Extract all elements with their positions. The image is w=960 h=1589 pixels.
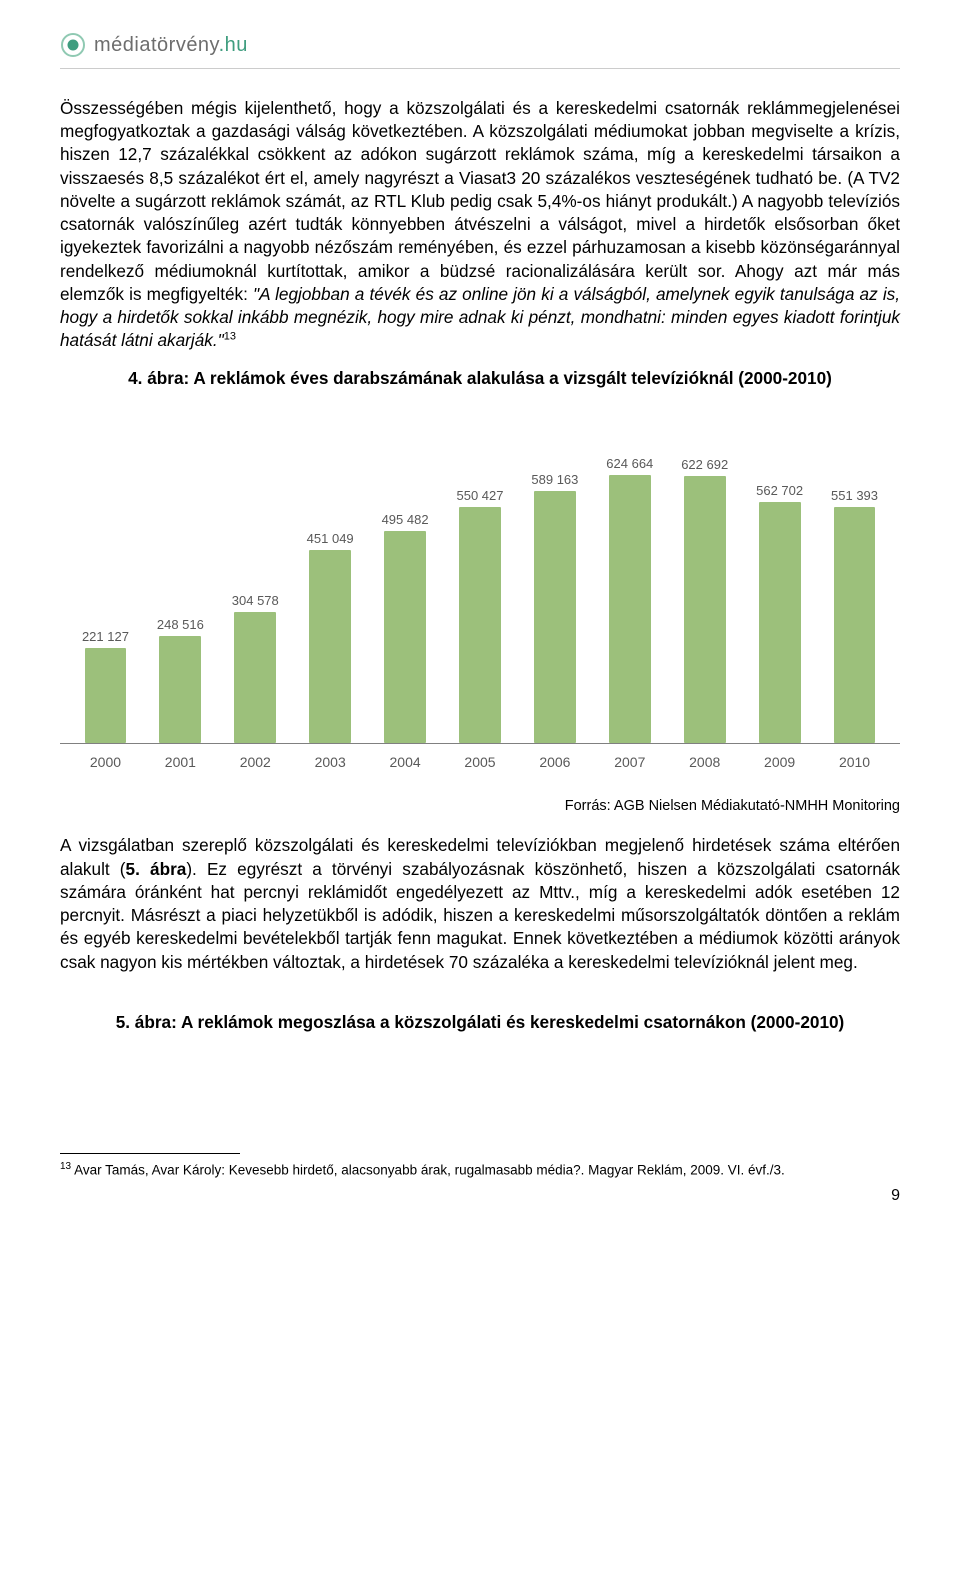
bar-value-label: 451 049 xyxy=(307,531,354,546)
bar-value-label: 589 163 xyxy=(531,472,578,487)
bar-value-label: 248 516 xyxy=(157,617,204,632)
para2-bold: 5. ábra xyxy=(126,859,187,879)
paragraph-1: Összességében mégis kijelenthető, hogy a… xyxy=(60,97,900,352)
bar-column: 562 702 xyxy=(746,483,814,743)
footnote: 13 Avar Tamás, Avar Károly: Kevesebb hir… xyxy=(60,1160,900,1179)
header: médiatörvény.hu xyxy=(60,20,900,69)
bar-value-label: 624 664 xyxy=(606,456,653,471)
bar-column: 221 127 xyxy=(72,629,140,743)
bar xyxy=(834,507,876,743)
paragraph-2: A vizsgálatban szereplő közszolgálati és… xyxy=(60,834,900,973)
logo-main: médiatörvény xyxy=(94,34,219,56)
bar-column: 589 163 xyxy=(521,472,589,743)
bar-chart: 221 127 248 516 304 578 451 049 495 482 550 4… xyxy=(60,403,900,743)
bar xyxy=(534,491,576,743)
bar xyxy=(684,476,726,743)
bar-column: 550 427 xyxy=(446,488,514,743)
bar-column: 551 393 xyxy=(821,488,889,743)
x-tick: 2006 xyxy=(521,754,589,770)
bar-column: 622 692 xyxy=(671,457,739,743)
x-tick: 2001 xyxy=(147,754,215,770)
logo-icon xyxy=(60,32,86,58)
logo-text: médiatörvény.hu xyxy=(94,34,248,57)
bar xyxy=(609,475,651,743)
figure5-title: 5. ábra: A reklámok megoszlása a közszol… xyxy=(60,1012,900,1033)
bar-column: 451 049 xyxy=(296,531,364,743)
chart-container: 221 127 248 516 304 578 451 049 495 482 550 4… xyxy=(60,403,900,770)
bar xyxy=(159,636,201,743)
para1-text: Összességében mégis kijelenthető, hogy a… xyxy=(60,98,900,304)
chart-source: Forrás: AGB Nielsen Médiakutató-NMHH Mon… xyxy=(60,798,900,814)
bar xyxy=(309,550,351,743)
x-tick: 2009 xyxy=(746,754,814,770)
x-tick: 2002 xyxy=(221,754,289,770)
bar-value-label: 562 702 xyxy=(756,483,803,498)
x-tick: 2003 xyxy=(296,754,364,770)
bar-column: 304 578 xyxy=(221,593,289,743)
bar xyxy=(759,502,801,743)
bar xyxy=(234,612,276,743)
bar-column: 495 482 xyxy=(371,512,439,743)
x-tick: 2008 xyxy=(671,754,739,770)
bar-column: 624 664 xyxy=(596,456,664,743)
para2-b: ). Ez egyrészt a törvényi szabályozásnak… xyxy=(60,859,900,972)
bar-value-label: 304 578 xyxy=(232,593,279,608)
footnote-separator xyxy=(60,1153,240,1154)
logo-suffix: .hu xyxy=(219,34,248,56)
x-axis: 2000 2001 2002 2003 2004 2005 2006 2007 2008 2009… xyxy=(60,744,900,770)
footnote-text: Avar Tamás, Avar Károly: Kevesebb hirdet… xyxy=(71,1162,785,1177)
bar xyxy=(85,648,127,743)
figure4-title: 4. ábra: A reklámok éves darabszámának a… xyxy=(60,368,900,389)
bar-value-label: 221 127 xyxy=(82,629,129,644)
x-tick: 2010 xyxy=(821,754,889,770)
x-tick: 2007 xyxy=(596,754,664,770)
bar-value-label: 495 482 xyxy=(382,512,429,527)
para1-sup: 13 xyxy=(224,330,236,342)
bar-value-label: 622 692 xyxy=(681,457,728,472)
x-tick: 2004 xyxy=(371,754,439,770)
bar-column: 248 516 xyxy=(147,617,215,743)
x-tick: 2005 xyxy=(446,754,514,770)
bar-value-label: 550 427 xyxy=(456,488,503,503)
bar xyxy=(384,531,426,743)
page-number: 9 xyxy=(60,1187,900,1205)
bar-value-label: 551 393 xyxy=(831,488,878,503)
bar xyxy=(459,507,501,743)
footnote-sup: 13 xyxy=(60,1161,71,1172)
x-tick: 2000 xyxy=(72,754,140,770)
